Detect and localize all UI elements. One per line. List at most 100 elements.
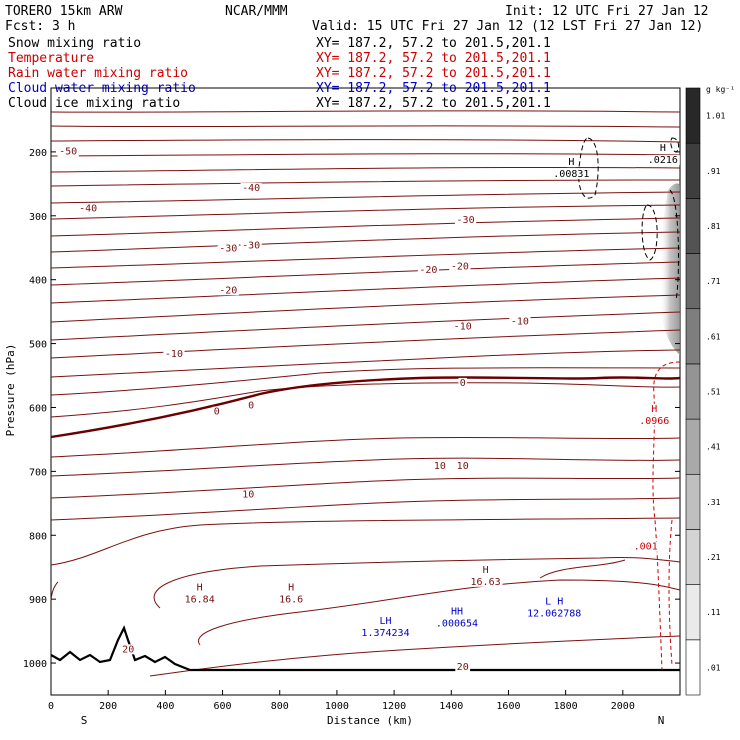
isotherm: [50, 497, 681, 521]
isotherm-group: [50, 110, 681, 677]
x-tick-label: 1400: [439, 701, 463, 712]
isotherm: [50, 110, 681, 113]
isotherm: [50, 179, 681, 187]
colorbar-label: .41: [706, 443, 721, 452]
y-tick-label: 200: [29, 148, 47, 159]
temperature-max-marker-bg: [286, 582, 296, 593]
isotherm: [153, 556, 681, 609]
snow-max-marker-bg: [567, 157, 576, 168]
colorbar-segment: [685, 639, 701, 696]
isotherm: [50, 436, 681, 458]
isotherm-label-bg: [455, 460, 471, 471]
endpoint-left: S: [81, 714, 88, 727]
isotherm-label-bg: [163, 349, 185, 360]
colorbar-label: .91: [706, 167, 721, 176]
legend-temperature-xy: XY= 187.2, 57.2 to 201.5,201.1: [316, 51, 551, 66]
temperature-max-value: 16.6: [279, 595, 303, 606]
y-tick-label: 300: [29, 212, 47, 223]
isotherm: [50, 382, 681, 418]
x-tick-label: 2000: [611, 701, 635, 712]
colorbar-segment: [685, 253, 701, 310]
y-tick-label: 900: [29, 595, 47, 606]
y-axis-title: Pressure (hPa): [4, 344, 17, 437]
isotherm-label: -30: [242, 241, 260, 252]
y-tick-label: 500: [29, 340, 47, 351]
y-tick-label: 800: [29, 531, 47, 542]
colorbar-label: .71: [706, 277, 721, 286]
snow-contour: [641, 204, 658, 261]
legend-cloud-ice-xy: XY= 187.2, 57.2 to 201.5,201.1: [316, 96, 551, 111]
chart-annotations: -50 -40 -40 -30 -30 -30 -20 -20 -20 -10 -10 -10 0 0 0 1…: [57, 143, 680, 673]
y-tick-label: 1000: [23, 659, 47, 670]
temperature-max-marker-bg: [195, 582, 204, 593]
isotherm: [50, 477, 681, 499]
isotherm-label: 10: [242, 490, 254, 501]
isotherm: [50, 231, 681, 253]
isotherm-label-bg: [240, 183, 262, 194]
isotherm-label: 0: [248, 400, 254, 411]
forecast-hour: Fcst: 3 h: [5, 19, 75, 34]
temperature-max-marker-bg: [481, 564, 490, 575]
isotherm-label: -10: [454, 322, 472, 333]
cloud-water-value-bg: [433, 618, 481, 629]
isotherm: [50, 153, 681, 157]
isotherm-label: -10: [511, 317, 529, 328]
y-tick-label: 400: [29, 276, 47, 287]
temperature-max-value: 16.84: [185, 595, 215, 606]
isotherm-label: -10: [165, 349, 183, 360]
isotherm-label-bg: [217, 285, 239, 296]
colorbar-units: g kg⁻¹: [706, 85, 735, 94]
snow-max-marker-bg: [658, 143, 668, 154]
snow-contour: [670, 137, 680, 153]
x-tick-label: 400: [156, 701, 174, 712]
isotherm: [50, 166, 681, 173]
rain-value-bg: [637, 415, 672, 426]
snow-max-marker: H: [568, 157, 574, 168]
colorbar-segment: [685, 473, 701, 530]
legend-rain: Rain water mixing ratio: [8, 66, 188, 81]
valid-time: Valid: 15 UTC Fri 27 Jan 12 (12 LST Fri …: [312, 19, 703, 34]
colorbar-label: .81: [706, 222, 721, 231]
temperature-max-marker: H: [288, 583, 294, 594]
cloud-water-marker-bg: [543, 596, 565, 607]
colorbar-label: .61: [706, 332, 721, 341]
plot-frame: [50, 87, 681, 696]
rain-contour: [652, 361, 681, 671]
cloud-water-value: 1.374234: [361, 628, 409, 639]
isotherm-label: -40: [79, 203, 97, 214]
isotherm-label: 0: [460, 378, 466, 389]
cloud-water-value: .000654: [436, 618, 478, 629]
snow-max-marker: H: [660, 143, 666, 154]
isotherm: [50, 294, 681, 323]
isotherm-label-bg: [509, 316, 531, 327]
snow-max-value: .00831: [553, 169, 589, 180]
isotherm: [50, 517, 681, 566]
x-tick-label: 0: [48, 701, 54, 712]
isotherm: [50, 367, 681, 396]
isotherm: [539, 559, 626, 579]
isotherm: [50, 277, 681, 304]
colorbar-segment: [685, 529, 701, 585]
isotherm-label-bg: [240, 489, 256, 500]
x-tick-label: 1200: [382, 701, 406, 712]
cloud-water-marker-bg: [449, 606, 465, 617]
isotherm-label-bg: [246, 400, 256, 411]
isotherm-label-bg: [454, 214, 477, 225]
legend-temperature: Temperature: [8, 51, 94, 66]
snow-shading: [659, 183, 680, 355]
isotherm-label: 20: [122, 644, 134, 655]
isotherm-label-bg: [212, 406, 222, 417]
temperature-max-value-bg: [277, 594, 305, 605]
legend-cloud-ice: Cloud ice mixing ratio: [8, 96, 180, 111]
colorbar-label: .51: [706, 388, 721, 397]
snow-contour: [669, 189, 679, 301]
isotherm-label: -50: [59, 147, 77, 158]
legend-snow-xy: XY= 187.2, 57.2 to 201.5,201.1: [316, 36, 551, 51]
colorbar-label: .01: [706, 663, 721, 672]
cloud-water-value-bg: [358, 627, 413, 638]
isotherm-label-bg: [217, 243, 239, 254]
rain-contour: [668, 519, 673, 666]
isotherm-label-bg: [120, 644, 136, 655]
